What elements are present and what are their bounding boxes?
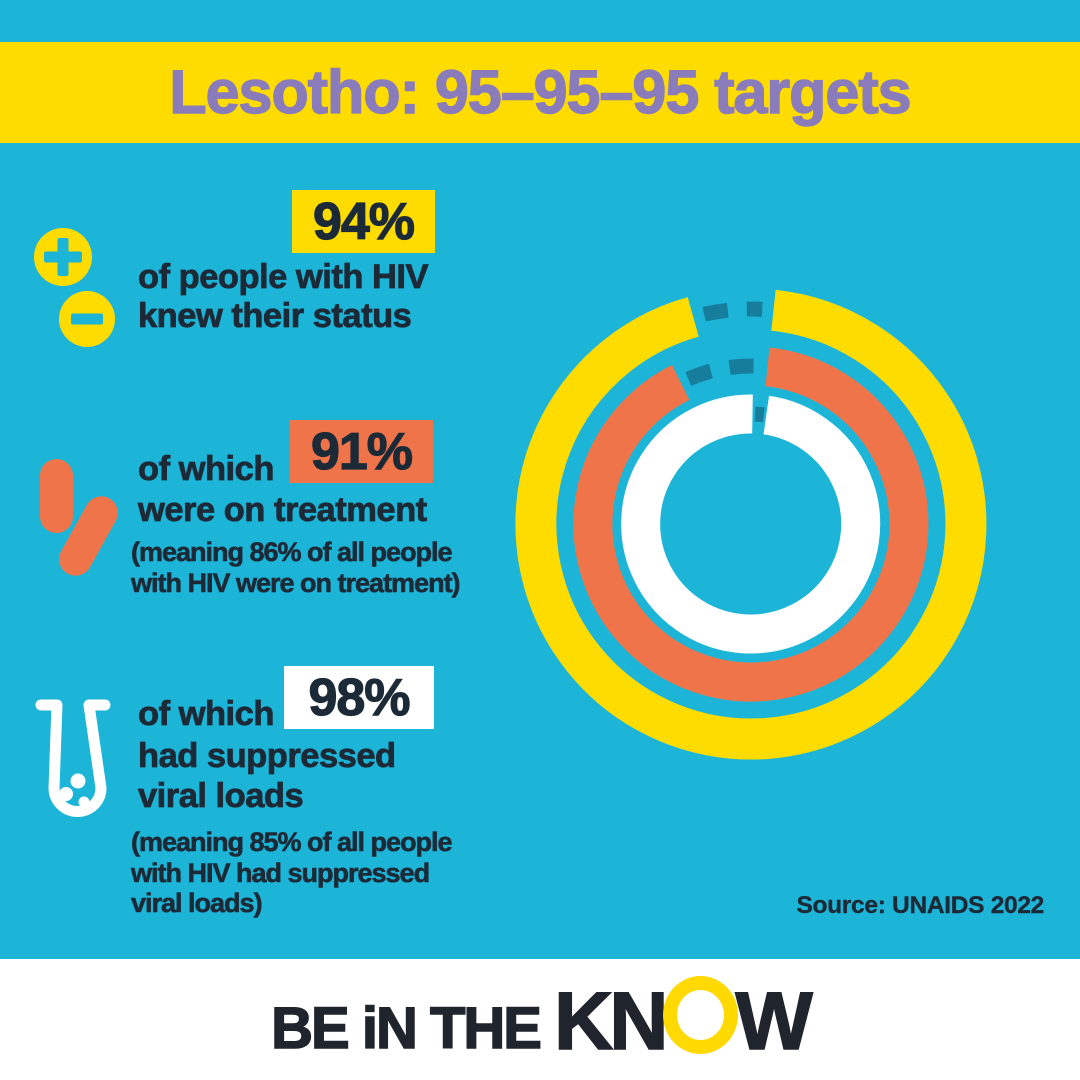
stat-value-badge-98: 98% [284,666,434,729]
stat-text-94: of people with HIV knew their status [138,258,429,335]
stat-line: of people with HIV [138,258,429,297]
plus-circle-icon [34,228,92,286]
stat-value-91: 91% [310,422,413,481]
stat-note-91: (meaning 86% of all people with HIV were… [131,537,461,598]
logo-text-kn: KN [553,976,669,1067]
be-in-the-know-logo: BE iN THE KN W [270,976,814,1067]
bubble [70,773,86,789]
note-line: with HIV had suppressed [131,857,431,888]
logo-text-small: BE iN THE [270,996,542,1061]
ring-arc-94 [515,289,987,760]
bubble [78,796,90,808]
minus-bar [71,313,103,325]
stat-text-98: had suppressed viral loads [138,736,397,816]
bubble [59,787,73,801]
pill-icon [40,459,73,533]
ring-gap-dashes-94 [702,301,763,322]
stat-line: viral loads [138,777,304,816]
pills-icon [40,458,150,593]
source-credit: Source: UNAIDS 2022 [796,892,1044,919]
stat-text-91: were on treatment [138,491,428,530]
test-tube-icon [35,699,111,817]
stat-line: knew their status [138,296,413,335]
note-line: with HIV were on treatment) [131,567,461,598]
note-line: viral loads) [131,888,263,919]
page-title: Lesotho: 95–95–95 targets [169,57,913,126]
ring-arc-91 [573,347,929,702]
footer-band: BE iN THE KN W [0,959,1080,1080]
ring-arc-98 [621,394,881,654]
stat-value-badge-94: 94% [292,190,435,253]
stat-prefix-91: of which [138,450,275,489]
stat-value-badge-91: 91% [290,420,433,483]
plus-minus-icon [34,228,149,378]
note-line: (meaning 86% of all people [131,537,453,568]
plus-bar [57,238,69,276]
ring-gap-dashes-98 [754,406,765,423]
ring-gap-dashes-91 [685,358,760,386]
note-line: (meaning 85% of all people [131,827,453,858]
stat-prefix-98: of which [138,695,275,734]
stat-line: had suppressed [138,737,397,776]
test-tube-outline [35,699,111,817]
stat-value-94: 94% [312,192,415,251]
minus-circle-icon [59,291,115,347]
stat-value-98: 98% [308,668,411,727]
logo-text-w: W [735,976,814,1067]
stat-note-98: (meaning 85% of all people with HIV had … [131,827,453,919]
logo-o-ring-icon [663,976,739,1054]
header-band: Lesotho: 95–95–95 targets [0,42,1080,143]
stat-line: were on treatment [138,491,428,530]
